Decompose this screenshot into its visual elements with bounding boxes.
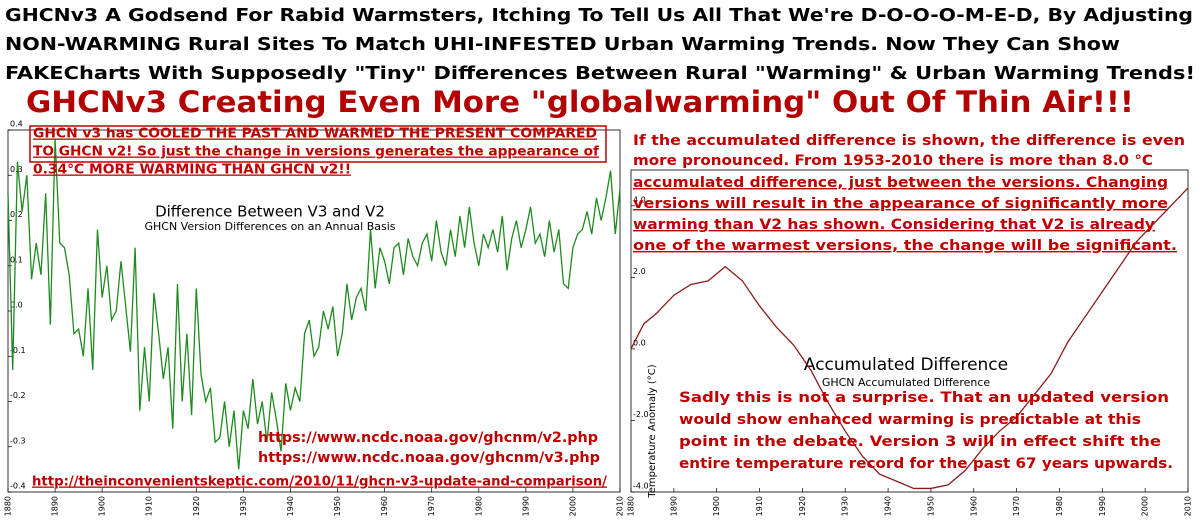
- x-tick-label: 1930: [239, 496, 248, 516]
- y-tick-label: 0.0: [633, 338, 646, 347]
- x-tick-label: 1910: [755, 496, 764, 516]
- x-tick-label: 1960: [380, 496, 389, 516]
- y-tick-label: -0.3: [10, 436, 26, 445]
- x-tick-label: 1930: [841, 496, 850, 516]
- header-line: GHCNv3 A Godsend For Rabid Warmsters, It…: [5, 5, 1193, 26]
- x-tick-label: 1940: [286, 496, 295, 516]
- url: https://www.ncdc.noaa.gov/ghcnm/v3.php: [258, 450, 600, 466]
- x-tick-label: 1950: [926, 496, 935, 516]
- y-tick-label: -0.4: [10, 482, 26, 491]
- x-tick-label: 2010: [616, 496, 625, 516]
- header-line: NON-WARMING Rural Sites To Match UHI-INF…: [5, 34, 1120, 55]
- y-tick-label: -0.1: [10, 346, 26, 355]
- x-tick-label: 2010: [1184, 496, 1193, 516]
- annotation: Sadly this is not a surprise. That an up…: [679, 390, 1169, 406]
- annotation: entire temperature record for the past 6…: [679, 456, 1173, 472]
- chart-title: Accumulated Difference: [804, 355, 1008, 375]
- x-tick-label: 1890: [51, 496, 60, 516]
- plot-frame: [630, 169, 1189, 493]
- x-tick-label: 1950: [333, 496, 342, 516]
- annotation: warming than V2 has shown. Considering t…: [633, 217, 1155, 233]
- annotation: versions will result in the appearance o…: [633, 196, 1168, 212]
- y-tick-label: -0.2: [10, 391, 26, 400]
- y-axis-label: Temperature Anomaly (°C): [647, 364, 658, 498]
- annotation: TO GHCN v2! So just the change in versio…: [33, 145, 599, 160]
- data-line: [630, 187, 1189, 490]
- y-tick-label: 0.3: [10, 165, 23, 174]
- callout-box: [29, 125, 607, 163]
- x-tick-label: 1980: [1055, 496, 1064, 516]
- x-tick-label: 1920: [798, 496, 807, 516]
- main-title: GHCNv3 Creating Even More "globalwarming…: [26, 85, 1134, 119]
- chart-subtitle: GHCN Accumulated Difference: [822, 376, 991, 389]
- x-tick-label: 1980: [474, 496, 483, 516]
- annotation: If the accumulated difference is shown, …: [633, 133, 1185, 149]
- x-tick-label: 2000: [1141, 496, 1150, 516]
- header-line: FAKECharts With Supposedly "Tiny" Differ…: [5, 63, 1195, 84]
- data-line: [7, 139, 621, 470]
- y-tick-label: 0.0: [10, 301, 23, 310]
- x-tick-label: 1990: [521, 496, 530, 516]
- annotation: point in the debate. Version 3 will in e…: [679, 434, 1161, 450]
- x-tick-label: 1990: [1098, 496, 1107, 516]
- x-tick-label: 1900: [712, 496, 721, 516]
- url: http://theinconvenientskeptic.com/2010/1…: [32, 475, 607, 490]
- y-tick-label: 0.4: [10, 120, 23, 129]
- y-tick-label: -4.0: [633, 482, 649, 491]
- x-tick-label: 1900: [98, 496, 107, 516]
- annotation: 0.34°C MORE WARMING THAN GHCN v2!!: [33, 163, 351, 178]
- annotation: would show enhanced warming is predictab…: [679, 412, 1141, 428]
- x-tick-label: 1910: [145, 496, 154, 516]
- x-tick-label: 1970: [1012, 496, 1021, 516]
- x-tick-label: 1960: [969, 496, 978, 516]
- annotation: accumulated difference, just between the…: [633, 175, 1168, 191]
- chart-title: Difference Between V3 and V2: [155, 203, 385, 221]
- x-tick-label: 1890: [669, 496, 678, 516]
- annotation: one of the warmest versions, the change …: [633, 238, 1177, 254]
- y-tick-label: -2.0: [633, 410, 649, 419]
- annotation: more pronounced. From 1953-2010 there is…: [633, 153, 1153, 169]
- x-tick-label: 2000: [568, 496, 577, 516]
- x-tick-label: 1880: [4, 496, 13, 516]
- y-tick-label: 0.1: [10, 255, 23, 264]
- annotation: GHCN v3 has COOLED THE PAST AND WARMED T…: [33, 127, 597, 142]
- x-tick-label: 1920: [192, 496, 201, 516]
- y-tick-label: 4.0: [633, 195, 646, 204]
- x-tick-label: 1940: [884, 496, 893, 516]
- y-tick-label: 2.0: [633, 267, 646, 276]
- chart-subtitle: GHCN Version Differences on an Annual Ba…: [144, 220, 395, 233]
- x-tick-label: 1970: [427, 496, 436, 516]
- x-tick-label: 1880: [627, 496, 636, 516]
- url: https://www.ncdc.noaa.gov/ghcnm/v2.php: [258, 430, 598, 446]
